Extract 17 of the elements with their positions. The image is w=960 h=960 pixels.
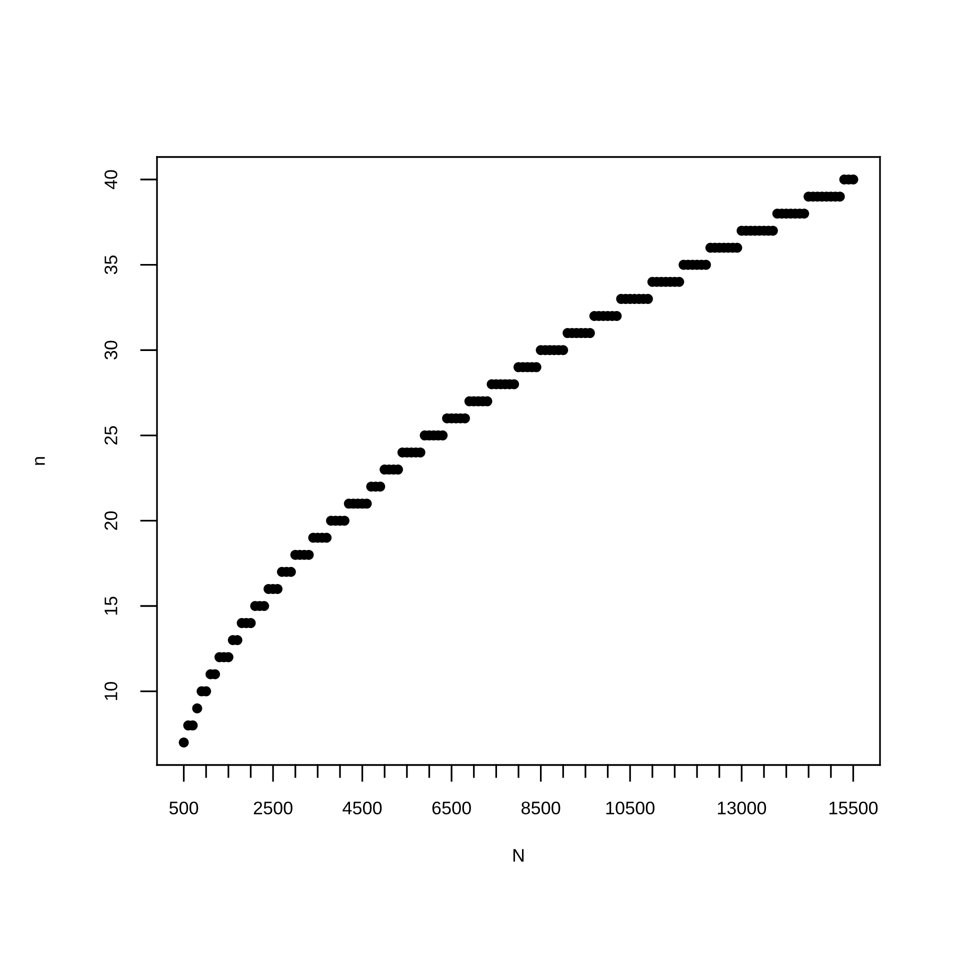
x-tick-label: 15500 — [829, 802, 878, 814]
x-axis-title: N — [513, 849, 524, 862]
y-tick-label: 25 — [104, 426, 118, 445]
x-tick-label: 8500 — [522, 802, 560, 814]
y-axis-title: n — [35, 457, 45, 465]
y-tick-label: 35 — [104, 256, 118, 274]
y-tick-label: 20 — [104, 511, 118, 530]
x-tick-label: 6500 — [432, 802, 471, 814]
y-tick-label: 30 — [104, 340, 118, 360]
x-tick-label: 13000 — [718, 802, 766, 814]
y-tick-label: 10 — [104, 682, 118, 700]
x-tick-label: 10500 — [606, 802, 654, 814]
x-tick-label: 500 — [169, 802, 198, 814]
x-tick-label: 2500 — [254, 802, 292, 814]
x-tick-label: 4500 — [342, 802, 382, 814]
y-tick-label: 15 — [104, 596, 118, 615]
y-tick-label: 40 — [104, 170, 118, 190]
